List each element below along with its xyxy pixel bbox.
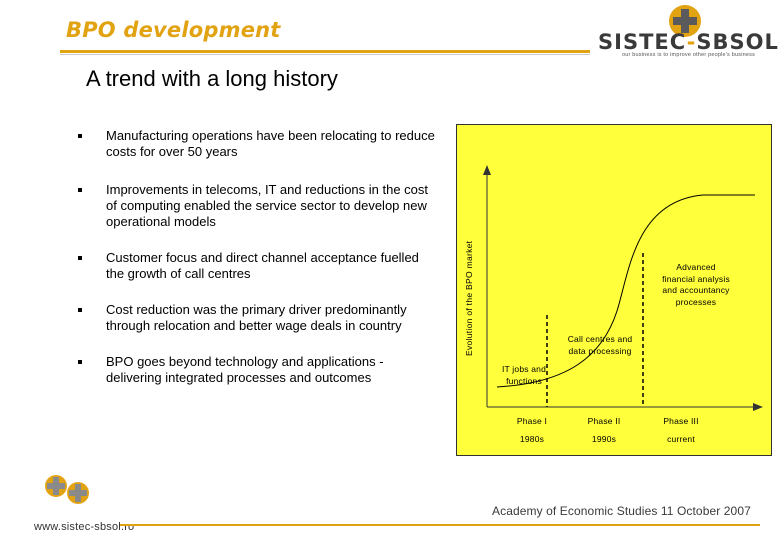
- y-axis-arrow: [483, 165, 491, 175]
- bullet-item: Cost reduction was the primary driver pr…: [78, 302, 438, 334]
- bullet-item: Customer focus and direct channel accept…: [78, 250, 438, 282]
- phase-1-label: Phase I: [516, 416, 548, 426]
- bullet-text: Improvements in telecoms, IT and reducti…: [106, 182, 429, 229]
- bullet-item: Manufacturing operations have been reloc…: [78, 128, 438, 160]
- bullet-marker: [78, 360, 82, 364]
- x-axis-arrow: [753, 403, 763, 411]
- footer-divider: [120, 524, 760, 526]
- diagram-graphics: [483, 165, 763, 411]
- phase-2-label: Phase II: [587, 416, 621, 426]
- phase-3-period: current: [667, 434, 695, 444]
- phase-3-label: Phase III: [663, 416, 699, 426]
- bullet-item: Improvements in telecoms, IT and reducti…: [78, 182, 438, 230]
- bullet-marker: [78, 308, 82, 312]
- bullet-text: Manufacturing operations have been reloc…: [106, 128, 435, 159]
- logo-wordmark: SISTEC-SBSOL: [598, 30, 779, 54]
- header-divider-shadow: [60, 54, 590, 55]
- annotation-advanced-processes: Advanced financial analysis and accounta…: [662, 262, 730, 307]
- logo-tagline: our business is to improve other people'…: [622, 52, 756, 58]
- bullet-item: BPO goes beyond technology and applicati…: [78, 354, 438, 386]
- bullet-text: Customer focus and direct channel accept…: [106, 250, 419, 281]
- bullet-marker: [78, 256, 82, 260]
- bullet-text: Cost reduction was the primary driver pr…: [106, 302, 407, 333]
- logo-cross-icon: [669, 5, 701, 37]
- footer-logo-icon: [45, 475, 89, 504]
- annotation-call-centres: Call centres and data processing: [567, 334, 633, 356]
- header-title: BPO development: [66, 18, 281, 42]
- bullet-text: BPO goes beyond technology and applicati…: [106, 354, 384, 385]
- slide-subtitle: A trend with a long history: [86, 66, 338, 91]
- growth-curve: [496, 194, 755, 388]
- y-axis-label: Evolution of the BPO market: [464, 240, 474, 356]
- footer-website-link[interactable]: www.sistec-sbsol.ro: [34, 521, 135, 533]
- phase-2-period: 1990s: [591, 434, 617, 444]
- footer-event-text: Academy of Economic Studies 11 October 2…: [492, 504, 751, 518]
- bullet-marker: [78, 188, 82, 192]
- annotation-it-jobs: IT jobs and functions: [501, 364, 547, 386]
- bpo-evolution-diagram: [456, 124, 772, 456]
- header-divider: [60, 50, 590, 53]
- phase-1-period: 1980s: [519, 434, 545, 444]
- bullet-marker: [78, 134, 82, 138]
- company-logo: SISTEC-SBSOL our business is to improve …: [598, 4, 780, 66]
